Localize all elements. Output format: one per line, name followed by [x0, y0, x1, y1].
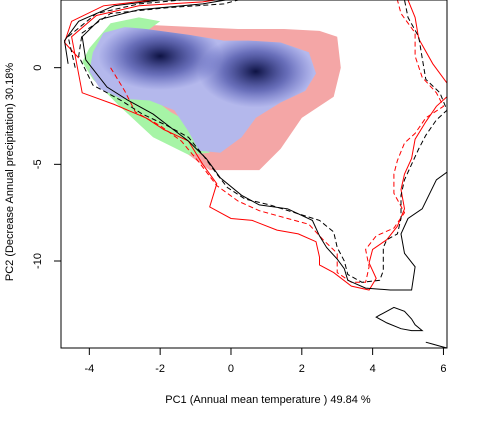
- y-tick-label: 0: [32, 65, 44, 71]
- plot-frame: [60, 0, 448, 349]
- x-tick-label: 4: [370, 363, 376, 375]
- x-tick-label: 0: [228, 363, 234, 375]
- y-axis-title: PC2 (Decrease Annual precipitation) 30.1…: [4, 63, 16, 282]
- y-tick-label: -5: [32, 159, 44, 169]
- overlap-density-peak: [197, 35, 314, 108]
- x-tick-label: 6: [440, 363, 446, 375]
- overlap-density-peak: [98, 27, 223, 91]
- environment-b-dashed-contour: [67, 0, 447, 283]
- environment-b-island-contour: [375, 306, 424, 332]
- environment-b-corner-contour: [425, 341, 447, 348]
- x-axis: -4 -2 0 2 4 6: [84, 348, 447, 375]
- x-tick-label: -2: [155, 363, 165, 375]
- y-axis: 0 -5 -10: [32, 65, 61, 269]
- environment-b-solid-contour: [63, 0, 447, 291]
- x-axis-title: PC1 (Annual mean temperature ) 49.84 %: [165, 394, 371, 406]
- environment-a-dashed-contour: [110, 0, 445, 283]
- y-tick-label: -10: [32, 253, 44, 269]
- environment-a-solid-contour: [63, 0, 447, 291]
- x-tick-label: -4: [84, 363, 94, 375]
- x-tick-label: 2: [299, 363, 305, 375]
